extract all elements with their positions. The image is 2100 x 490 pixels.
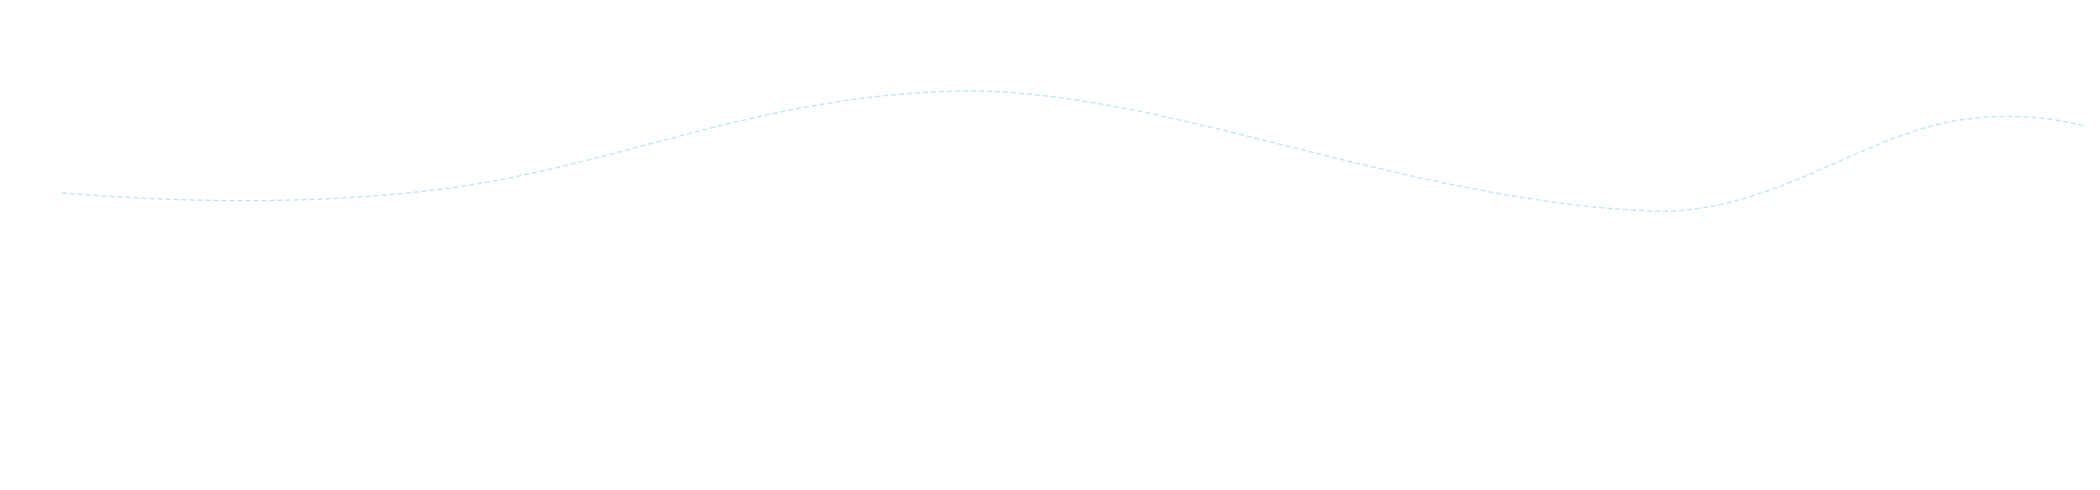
- dashed-wave-line: [61, 90, 2085, 212]
